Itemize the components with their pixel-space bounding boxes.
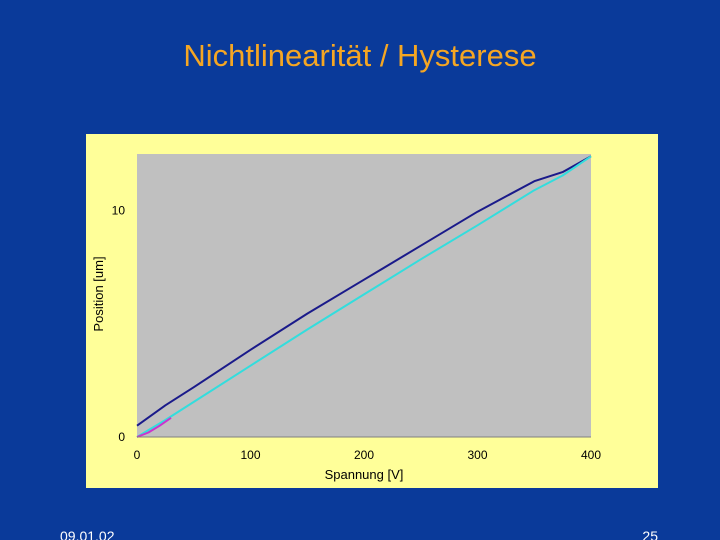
x-tick-label: 100 xyxy=(240,448,260,462)
series-line-1 xyxy=(136,155,592,438)
x-tick-label: 200 xyxy=(354,448,374,462)
series-line-0 xyxy=(136,155,592,427)
y-axis-title: Position [um] xyxy=(91,256,106,331)
line-chart: 0 100 200 300 400 0 10 Spannung [V] Position [… xyxy=(91,154,602,482)
x-axis-title: Spannung [V] xyxy=(325,467,404,482)
page-number: 25 xyxy=(642,528,658,540)
y-tick-label: 0 xyxy=(118,430,125,444)
x-tick-label: 400 xyxy=(581,448,601,462)
y-tick-label: 10 xyxy=(112,204,126,218)
series-layer xyxy=(136,155,592,438)
x-tick-label: 300 xyxy=(467,448,487,462)
slide-title: Nichtlinearität / Hysterese xyxy=(183,38,537,73)
axis-layer: 0 100 200 300 400 0 10 xyxy=(112,204,602,462)
series-line-2 xyxy=(136,416,172,438)
chart-area: 0 100 200 300 400 0 10 Spannung [V] Position [… xyxy=(86,134,658,488)
footer-date: 09.01.02 xyxy=(60,528,115,540)
x-tick-label: 0 xyxy=(134,448,141,462)
